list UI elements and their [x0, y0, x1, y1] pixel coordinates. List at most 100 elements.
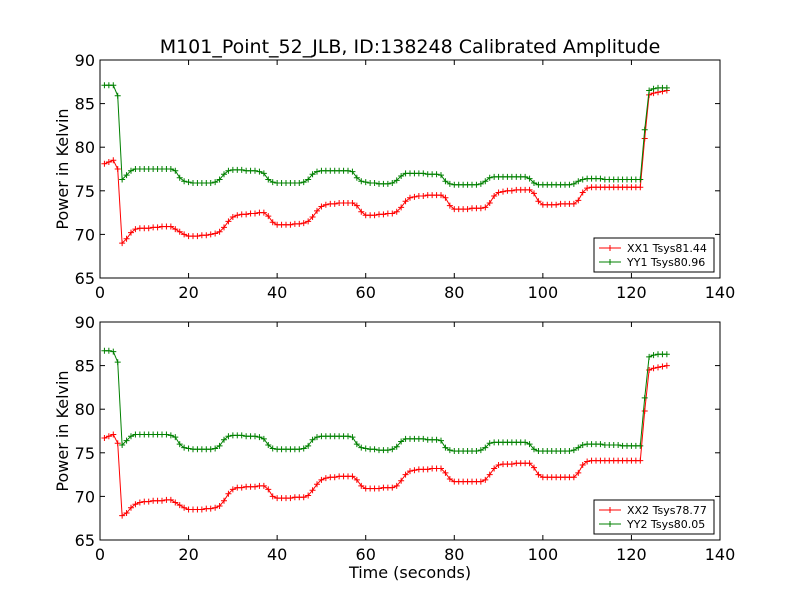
data-point	[305, 176, 312, 183]
data-point	[181, 504, 188, 511]
data-point	[491, 193, 498, 200]
data-point	[225, 433, 232, 440]
data-point	[477, 205, 484, 212]
data-point	[393, 443, 400, 450]
data-point	[256, 168, 263, 175]
y-tick-label: 85	[75, 95, 95, 114]
data-point	[269, 493, 276, 500]
legend-box	[593, 499, 715, 535]
data-point	[221, 497, 227, 504]
data-point	[176, 502, 183, 509]
data-point	[407, 194, 413, 201]
data-point	[132, 501, 139, 508]
data-point	[362, 445, 369, 452]
data-point	[309, 487, 316, 494]
data-point	[238, 166, 245, 173]
data-point	[256, 434, 263, 441]
data-point	[269, 445, 276, 452]
data-point	[216, 442, 223, 449]
data-point	[500, 188, 506, 195]
data-point	[615, 441, 622, 448]
data-point	[300, 179, 307, 186]
data-point	[522, 173, 529, 180]
data-point	[646, 366, 653, 373]
data-point	[172, 167, 179, 174]
data-point	[114, 359, 121, 366]
data-point	[331, 474, 338, 481]
data-point	[637, 457, 644, 464]
data-point	[663, 84, 670, 91]
data-point	[181, 178, 188, 185]
data-point	[526, 441, 533, 448]
data-point	[433, 171, 440, 178]
x-tick-label: 0	[95, 545, 105, 564]
data-point	[198, 506, 205, 513]
x-tick-label: 100	[528, 545, 559, 564]
data-point	[575, 178, 582, 185]
x-tick-label: 0	[95, 283, 105, 302]
legend-label: XX1 Tsys81.44	[627, 242, 707, 255]
data-point	[442, 178, 449, 185]
data-point	[238, 432, 245, 439]
data-point	[371, 446, 378, 453]
data-point	[491, 465, 498, 472]
x-tick-label: 100	[528, 283, 559, 302]
data-point	[411, 467, 418, 474]
data-point	[358, 444, 365, 451]
data-point	[389, 484, 396, 491]
data-point	[570, 200, 577, 207]
data-point	[650, 365, 657, 372]
data-point	[575, 197, 582, 204]
data-point	[508, 187, 515, 194]
data-point	[376, 485, 382, 492]
data-point	[584, 458, 591, 465]
data-point	[314, 207, 320, 214]
data-point	[398, 172, 405, 179]
data-point	[260, 435, 267, 442]
y-tick-label: 80	[75, 138, 95, 157]
data-point	[309, 213, 316, 220]
data-point	[575, 469, 582, 476]
data-point	[252, 433, 258, 440]
data-point	[221, 224, 227, 231]
data-point	[535, 198, 542, 205]
data-point	[637, 176, 644, 183]
data-point	[420, 170, 427, 177]
data-point	[314, 481, 320, 488]
data-point	[300, 494, 307, 501]
x-tick-label: 80	[444, 283, 464, 302]
y-axis-label: Power in Kelvin	[53, 370, 72, 491]
data-point	[570, 447, 577, 454]
data-point	[389, 446, 396, 453]
data-point	[420, 193, 427, 200]
data-point	[637, 442, 644, 449]
data-point	[438, 192, 444, 199]
data-point	[526, 460, 533, 467]
data-point	[389, 210, 396, 217]
data-point	[411, 193, 418, 200]
data-point	[300, 220, 307, 227]
data-point	[212, 445, 219, 452]
data-point	[221, 171, 227, 178]
data-point	[167, 223, 174, 230]
data-point	[252, 167, 258, 174]
data-point	[243, 211, 250, 218]
data-point	[167, 166, 174, 172]
data-point	[212, 230, 219, 237]
data-point	[114, 92, 121, 99]
x-tick-label: 60	[356, 545, 376, 564]
y-tick-label: 65	[75, 531, 95, 550]
data-point	[477, 447, 484, 454]
data-point	[296, 220, 303, 227]
data-point	[566, 181, 573, 188]
x-axis-label: Time (seconds)	[348, 563, 471, 582]
data-point	[597, 441, 604, 448]
data-point	[345, 433, 351, 440]
data-point	[260, 170, 267, 177]
x-tick-label: 60	[356, 283, 376, 302]
data-point	[353, 476, 360, 483]
data-point	[407, 468, 413, 475]
data-point	[637, 184, 644, 191]
